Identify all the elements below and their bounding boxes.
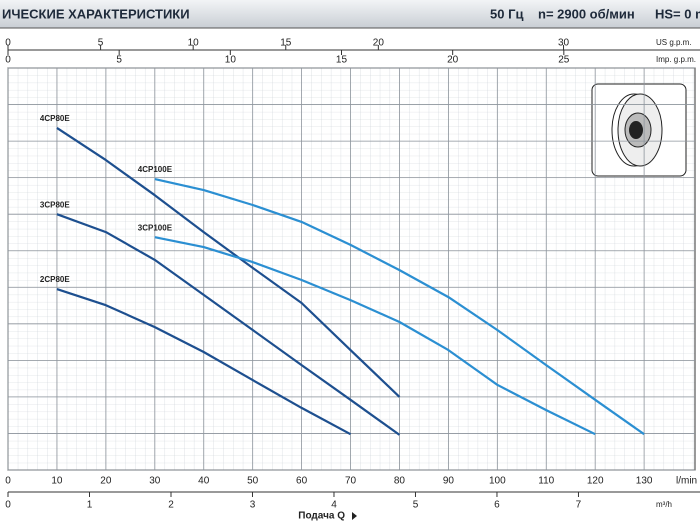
- impeller-center: [629, 121, 643, 139]
- x2-tick-label: 4: [331, 500, 337, 511]
- x2-tick-label: 0: [5, 38, 11, 49]
- x-tick-label: 50: [247, 476, 259, 487]
- x2-tick-label: 15: [336, 55, 348, 66]
- x-axis-title: Подача Q: [298, 511, 345, 522]
- series-line: [56, 213, 401, 436]
- x2-tick-label: 0: [5, 500, 11, 511]
- series-line: [56, 288, 352, 436]
- x2-tick-label: 2: [168, 500, 174, 511]
- series-line: [154, 236, 596, 436]
- x-tick-label: 90: [443, 476, 455, 487]
- pump-inset: [591, 83, 687, 177]
- series-label: 3CP80E: [40, 200, 70, 209]
- x2-tick-label: 25: [558, 55, 570, 66]
- x2-tick-label: 1: [87, 500, 93, 511]
- arrow-icon: [352, 512, 357, 520]
- x-unit: l/min: [676, 476, 697, 487]
- x-tick-label: 0: [5, 476, 11, 487]
- x2-tick-label: 30: [558, 38, 570, 49]
- x2-tick-label: 3: [250, 500, 256, 511]
- x2-tick-label: 10: [188, 38, 200, 49]
- series-label: 3CP100E: [138, 223, 173, 232]
- plot-area: [7, 67, 696, 471]
- x2-tick-label: 20: [447, 55, 459, 66]
- x-tick-label: 80: [394, 476, 406, 487]
- x-tick-label: 20: [100, 476, 112, 487]
- x2-unit: m³/h: [656, 500, 672, 509]
- series-line: [154, 178, 645, 436]
- series-label: 4CP100E: [138, 165, 173, 174]
- header-suction: HS= 0 m: [655, 6, 700, 21]
- header-frequency: 50 Гц: [490, 6, 523, 21]
- x2-tick-label: 5: [116, 55, 122, 66]
- x2-tick-label: 15: [280, 38, 292, 49]
- x-tick-label: 30: [149, 476, 161, 487]
- x2-tick-label: 10: [225, 55, 237, 66]
- x2-unit: Imp. g.p.m.: [656, 55, 696, 64]
- series-label: 4CP80E: [40, 114, 70, 123]
- x-tick-label: 40: [198, 476, 210, 487]
- series-label: 2CP80E: [40, 275, 70, 284]
- header-speed: n= 2900 об/мин: [538, 6, 635, 21]
- x-tick-label: 120: [587, 476, 604, 487]
- x2-unit: US g.p.m.: [656, 38, 692, 47]
- x2-tick-label: 6: [494, 500, 500, 511]
- x2-tick-label: 7: [576, 500, 582, 511]
- x-tick-label: 130: [636, 476, 653, 487]
- x-tick-label: 100: [489, 476, 506, 487]
- series-line: [56, 126, 401, 398]
- x2-tick-label: 0: [5, 55, 11, 66]
- x2-tick-label: 5: [98, 38, 104, 49]
- x2-tick-label: 5: [413, 500, 419, 511]
- x-tick-label: 70: [345, 476, 357, 487]
- x-tick-label: 10: [51, 476, 63, 487]
- header-title: ИЧЕСКИЕ ХАРАКТЕРИСТИКИ: [2, 6, 190, 21]
- header-bar: [0, 0, 700, 28]
- x2-tick-label: 20: [373, 38, 385, 49]
- x-tick-label: 110: [538, 476, 554, 487]
- x-tick-label: 60: [296, 476, 308, 487]
